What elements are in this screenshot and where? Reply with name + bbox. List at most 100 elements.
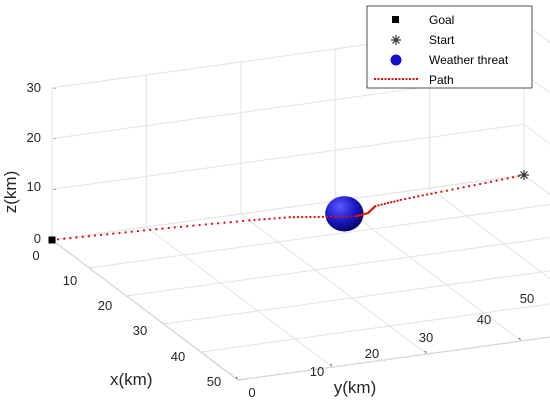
path-point: [350, 215, 353, 218]
path-point: [87, 235, 90, 238]
axis-line-y: [237, 336, 550, 381]
legend-start-marker: [391, 35, 401, 45]
path-point: [305, 215, 308, 219]
path-point: [167, 226, 170, 230]
path-point: [296, 215, 300, 219]
path-point: [81, 235, 84, 238]
path-point: [383, 202, 387, 205]
grid-line: [163, 270, 550, 325]
path-point: [462, 186, 465, 189]
x-axis-label: x(km): [110, 370, 152, 389]
path-point: [495, 179, 498, 182]
path-point: [142, 229, 146, 232]
path-point: [136, 229, 140, 233]
legend-start-label: Start: [429, 33, 455, 47]
path-point: [467, 185, 471, 188]
path-point: [223, 221, 226, 224]
data-layer: [48, 170, 529, 244]
path-point: [412, 196, 416, 199]
path-point: [408, 196, 411, 200]
y-tick-label: 10: [310, 364, 324, 379]
legend-weather-label: Weather threat: [429, 53, 509, 67]
x-tick-label: 20: [98, 298, 112, 313]
path-point: [440, 190, 443, 193]
legend-goal-marker: [392, 16, 399, 23]
grid-line: [51, 174, 525, 241]
path-point: [229, 220, 232, 224]
path-point: [124, 231, 127, 234]
path-point: [130, 230, 133, 233]
path-point: [484, 181, 487, 185]
path-point: [210, 222, 214, 225]
path-point: [342, 215, 345, 218]
path-point: [445, 189, 449, 192]
path-point: [399, 198, 402, 202]
y-tick-label: 30: [419, 330, 433, 345]
path-point: [204, 223, 207, 226]
grid-line: [523, 123, 550, 145]
y-tick-label: 20: [365, 346, 379, 361]
path-point: [404, 197, 407, 201]
path-point: [321, 215, 325, 219]
path-point: [430, 192, 433, 195]
grid-line: [126, 237, 550, 297]
legend-goal-label: Goal: [429, 13, 454, 27]
goal-marker: [48, 236, 56, 244]
path-point: [155, 228, 158, 231]
path-point: [288, 216, 291, 219]
z-axis-label: z(km): [1, 171, 20, 213]
grid-line: [51, 239, 239, 381]
path-point: [235, 220, 239, 223]
x-tick-label: 40: [171, 349, 185, 364]
y-tick-labels: 0 10 20 30 40 50: [248, 291, 534, 400]
y-tick-label: 0: [248, 385, 255, 400]
path-point: [192, 224, 195, 227]
path-point: [173, 226, 176, 229]
path-point: [374, 204, 377, 208]
path-point: [317, 215, 320, 219]
path-point: [118, 231, 121, 235]
path-point: [179, 225, 183, 228]
path-point: [338, 215, 341, 218]
y-axis-label: y(km): [334, 378, 376, 397]
grid-line: [523, 73, 550, 94]
path-point: [292, 216, 296, 219]
path-point: [148, 228, 152, 231]
path-point: [309, 215, 312, 219]
path-point: [241, 219, 245, 223]
z-tick-label: 30: [27, 80, 41, 95]
path-point: [325, 215, 329, 219]
path-point: [217, 222, 220, 225]
path-point: [283, 216, 286, 219]
path-point: [346, 215, 349, 218]
grid-line: [146, 226, 333, 368]
path-point: [161, 227, 164, 230]
z-tick-label: 0: [34, 231, 41, 246]
grid-line: [89, 204, 550, 269]
path-point: [390, 201, 393, 204]
z-tick-label: 10: [27, 179, 41, 194]
grid-line: [240, 213, 428, 355]
x-tick-label: 50: [207, 374, 221, 389]
path-point: [69, 236, 72, 240]
path-point: [263, 218, 266, 221]
path-point: [334, 215, 337, 218]
path-point: [253, 218, 256, 222]
path-point: [386, 201, 390, 205]
path-point: [380, 203, 383, 206]
path-point: [268, 217, 271, 220]
legend-path-label: Path: [429, 73, 454, 87]
path-point: [377, 204, 380, 207]
x-tick-labels: 0 10 20 30 40 50: [32, 248, 221, 389]
grid-line: [200, 303, 550, 353]
axes-box: [51, 87, 550, 381]
path-point: [301, 215, 304, 219]
legend-weather-marker: [390, 54, 402, 66]
path-point: [273, 217, 276, 220]
path-point: [425, 193, 429, 196]
path-point: [393, 200, 396, 203]
x-tick-label: 10: [63, 273, 77, 288]
path-point: [506, 177, 509, 180]
path-point: [489, 180, 493, 183]
path-point: [313, 215, 316, 219]
